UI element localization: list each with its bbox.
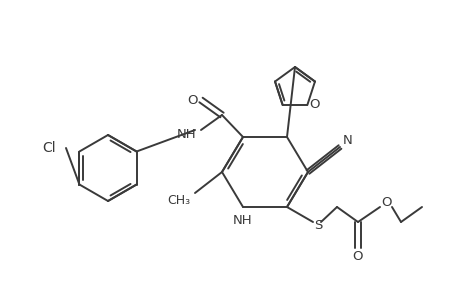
Text: NH: NH (233, 214, 252, 227)
Text: O: O (308, 98, 319, 112)
Text: O: O (352, 250, 363, 263)
Text: CH₃: CH₃ (167, 194, 190, 208)
Text: S: S (313, 220, 321, 232)
Text: N: N (342, 134, 352, 146)
Text: NH: NH (177, 128, 196, 142)
Text: O: O (381, 196, 392, 209)
Text: Cl: Cl (42, 141, 56, 155)
Text: O: O (187, 94, 198, 106)
